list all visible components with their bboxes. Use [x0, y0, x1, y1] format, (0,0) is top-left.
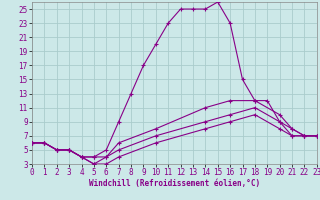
- X-axis label: Windchill (Refroidissement éolien,°C): Windchill (Refroidissement éolien,°C): [89, 179, 260, 188]
